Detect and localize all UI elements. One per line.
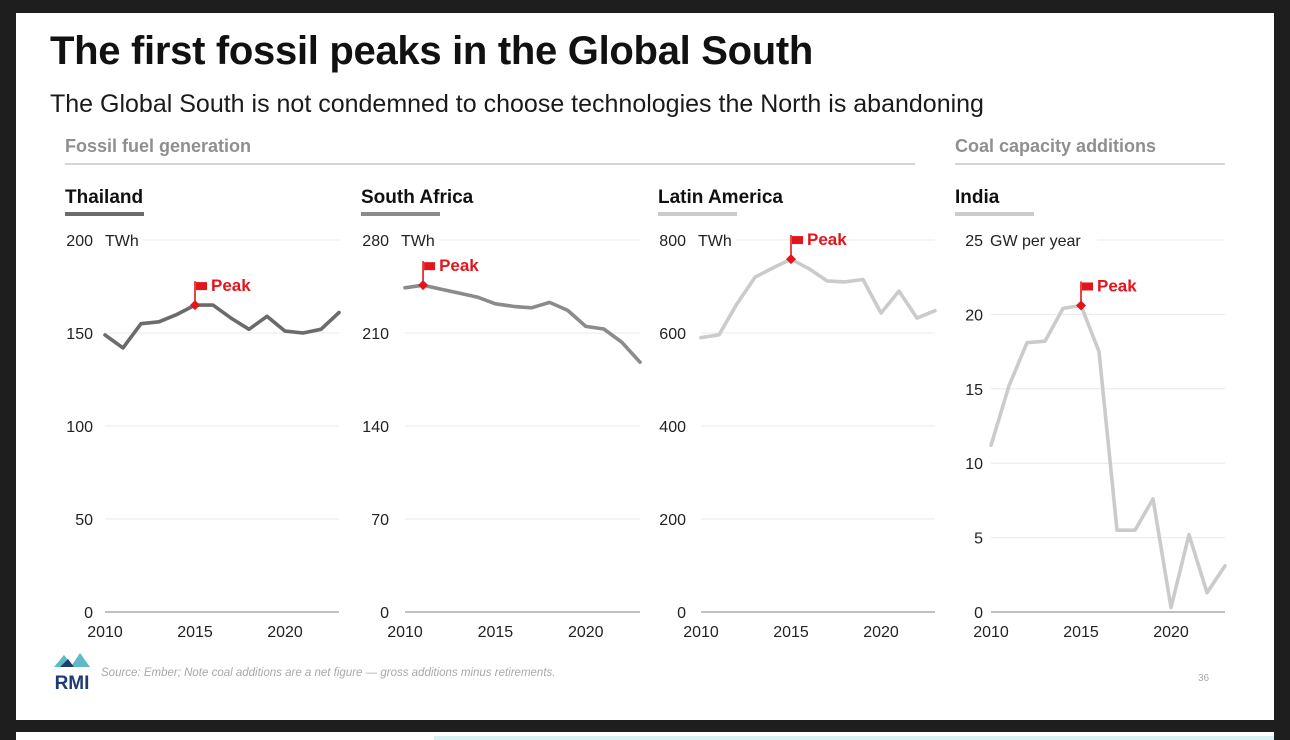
- india-series-line: [989, 303, 1227, 610]
- south-africa-peak-marker: [418, 280, 429, 291]
- south-africa-series-line: [403, 283, 642, 365]
- india-panel-title: India: [955, 187, 1000, 208]
- rmi-logo: RMI: [54, 653, 90, 694]
- india-xtick-label: 2020: [1153, 624, 1189, 641]
- latin-america-xtick-label: 2015: [773, 624, 809, 641]
- south-africa-peak-flag-icon: [424, 262, 436, 271]
- india-ytick-label: 25: [965, 233, 983, 250]
- india-ytick-label: 0: [974, 605, 983, 622]
- latin-america-unit-label: TWh: [698, 233, 732, 250]
- latin-america-xtick-label: 2010: [683, 624, 719, 641]
- thailand-xtick-label: 2010: [87, 624, 123, 641]
- latin-america-series-line: [699, 257, 937, 340]
- india-ytick-label: 20: [965, 307, 983, 324]
- thailand-ytick-label: 200: [66, 233, 93, 250]
- south-africa-ytick-label: 140: [362, 419, 389, 436]
- section-label-fossil: Fossil fuel generation: [65, 136, 252, 156]
- rmi-logo-text: RMI: [55, 673, 90, 694]
- south-africa-peak-label: Peak: [439, 256, 479, 275]
- thailand-ytick-label: 100: [66, 419, 93, 436]
- slide: [16, 13, 1274, 720]
- rmi-logo-mark: [54, 653, 90, 667]
- section-label-coal: Coal capacity additions: [955, 136, 1157, 156]
- thailand-peak-label: Peak: [211, 276, 251, 295]
- latin-america-ytick-label: 200: [659, 512, 686, 529]
- thailand-ytick-label: 50: [75, 512, 93, 529]
- page-subtitle: The Global South is not condemned to cho…: [50, 90, 984, 118]
- india-unit-label: GW per year: [990, 233, 1081, 250]
- thailand-unit-label: TWh: [105, 233, 139, 250]
- latin-america-peak-marker: [786, 254, 796, 265]
- south-africa-ytick-label: 0: [380, 605, 389, 622]
- latin-america-xtick-label: 2020: [863, 624, 899, 641]
- south-africa-xtick-label: 2015: [478, 624, 514, 641]
- thailand-ytick-label: 150: [66, 326, 93, 343]
- south-africa-ytick-label: 210: [362, 326, 389, 343]
- page-title: The first fossil peaks in the Global Sou…: [50, 29, 814, 73]
- india-ytick-label: 10: [965, 456, 983, 473]
- thailand-series-line: [103, 303, 341, 350]
- south-africa-ytick-label: 280: [362, 233, 389, 250]
- rmi-logo-mark-inner: [60, 659, 74, 667]
- latin-america-ytick-label: 400: [659, 419, 686, 436]
- india-peak-flag-icon: [1082, 282, 1093, 291]
- section-rule-coal: [955, 163, 1225, 165]
- south-africa-unit-label: TWh: [401, 233, 435, 250]
- thailand-peak-flag-icon: [196, 282, 207, 291]
- india-ytick-label: 5: [974, 531, 983, 548]
- latin-america-ytick-label: 0: [677, 605, 686, 622]
- thailand-ytick-label: 0: [84, 605, 93, 622]
- south-africa-xtick-label: 2010: [387, 624, 423, 641]
- thailand-peak-marker: [190, 300, 200, 311]
- india-peak-marker: [1076, 300, 1086, 311]
- latin-america-peak-label: Peak: [807, 230, 847, 249]
- south-africa-ytick-label: 70: [371, 512, 389, 529]
- south-africa-xtick-label: 2020: [568, 624, 604, 641]
- latin-america-ytick-label: 600: [659, 326, 686, 343]
- source-note: Source: Ember; Note coal additions are a…: [101, 667, 556, 679]
- thailand-xtick-label: 2020: [267, 624, 303, 641]
- india-xtick-label: 2010: [973, 624, 1009, 641]
- latin-america-ytick-label: 800: [659, 233, 686, 250]
- india-ytick-label: 15: [965, 382, 983, 399]
- latin-america-peak-flag-icon: [792, 236, 803, 245]
- page-number: 36: [1198, 673, 1210, 684]
- india-peak-label: Peak: [1097, 276, 1137, 295]
- india-xtick-label: 2015: [1063, 624, 1099, 641]
- next-slide-accent: [434, 736, 1274, 740]
- thailand-panel-title: Thailand: [65, 187, 143, 208]
- south-africa-panel-title: South Africa: [361, 187, 474, 208]
- section-rule-fossil: [65, 163, 915, 165]
- latin-america-panel-title: Latin America: [658, 187, 783, 208]
- thailand-xtick-label: 2015: [177, 624, 213, 641]
